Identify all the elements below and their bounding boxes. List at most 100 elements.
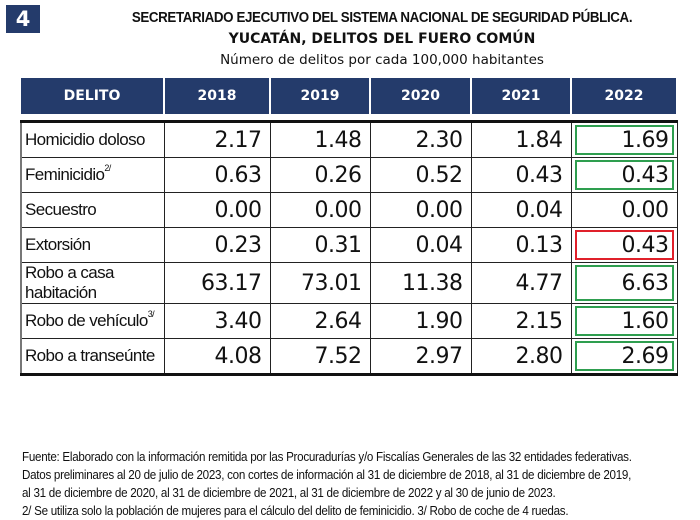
value-cell-2020: 2.97 (369, 338, 472, 376)
rate-value: 6.63 (621, 270, 669, 296)
footnote-marker: 3/ (147, 309, 155, 319)
value-cell-2019: 73.01 (269, 262, 371, 304)
rate-value: 4.08 (214, 343, 262, 369)
value-cell-2021: 2.80 (470, 338, 572, 376)
rate-value: 2.97 (415, 343, 463, 369)
rate-value: 2.30 (415, 127, 463, 153)
rate-value: 0.31 (314, 232, 362, 258)
value-cell-2019: 0.31 (269, 227, 371, 263)
value-cell-2022: 2.69 (570, 338, 678, 376)
column-header-2021: 2021 (470, 78, 572, 114)
value-cell-2019: 0.00 (269, 192, 371, 228)
page-title: SECRETARIADO EJECUTIVO DEL SISTEMA NACIO… (131, 10, 633, 26)
rate-value: 0.43 (621, 232, 669, 258)
rate-value: 0.23 (214, 232, 262, 258)
crime-name: Secuestro (25, 200, 97, 219)
crime-name-cell: Feminicidio2/ (20, 157, 165, 193)
value-cell-2021: 0.04 (470, 192, 572, 228)
rate-value: 0.00 (214, 197, 262, 223)
value-cell-2021: 1.84 (470, 121, 572, 158)
table-header-row: DELITO 2018 2019 2020 2021 2022 (21, 78, 678, 114)
rate-value: 1.84 (515, 127, 563, 153)
value-cell-2018: 63.17 (163, 262, 271, 304)
rate-value: 0.26 (314, 162, 362, 188)
rate-value: 0.00 (314, 197, 362, 223)
column-header-2020: 2020 (369, 78, 472, 114)
value-cell-2020: 1.90 (369, 303, 472, 339)
rate-value: 1.69 (621, 127, 669, 153)
table-row: Robo de vehículo3/3.40 2.64 1.90 2.15 1.60 (20, 303, 678, 339)
value-cell-2022: 0.43 (570, 157, 678, 193)
rate-value: 73.01 (301, 270, 362, 296)
value-cell-2020: 2.30 (369, 121, 472, 158)
value-cell-2019: 2.64 (269, 303, 371, 339)
table-row: Homicidio doloso 2.17 1.48 2.30 1.84 1.69 (20, 121, 678, 158)
crime-name-cell: Homicidio doloso (20, 121, 165, 158)
value-cell-2020: 0.00 (369, 192, 472, 228)
table-row: Robo a casa habitación 63.17 73.01 11.38 4.7… (20, 262, 678, 304)
column-header-delito: DELITO (21, 78, 165, 114)
rate-value: 0.04 (415, 232, 463, 258)
rate-value: 3.40 (214, 308, 262, 334)
footnotes: Fuente: Elaborado con la información rem… (22, 448, 645, 520)
table-row: Secuestro 0.00 0.00 0.00 0.04 0.00 (20, 192, 678, 228)
value-cell-2020: 0.04 (369, 227, 472, 263)
value-cell-2022: 1.69 (570, 121, 678, 158)
column-header-2022: 2022 (570, 78, 678, 114)
rate-value: 0.13 (515, 232, 563, 258)
rate-value: 1.60 (621, 308, 669, 334)
value-cell-2022: 0.00 (570, 192, 678, 228)
value-cell-2021: 0.13 (470, 227, 572, 263)
crime-rate-table: DELITO 2018 2019 2020 2021 2022 Homicidi… (20, 78, 678, 376)
rate-value: 2.17 (214, 127, 262, 153)
column-header-2018: 2018 (163, 78, 271, 114)
rate-value: 2.80 (515, 343, 563, 369)
table-row: Extorsión 0.23 0.31 0.04 0.13 0.43 (20, 227, 678, 263)
value-cell-2018: 3.40 (163, 303, 271, 339)
value-cell-2022: 6.63 (570, 262, 678, 304)
crime-name: Robo a casa habitación (25, 263, 114, 302)
value-cell-2018: 2.17 (163, 121, 271, 158)
header-separator (21, 114, 677, 123)
value-cell-2019: 0.26 (269, 157, 371, 193)
crime-name-cell: Robo a casa habitación (20, 262, 165, 304)
page-unit-caption: Número de delitos por cada 100,000 habit… (220, 52, 544, 68)
value-cell-2021: 0.43 (470, 157, 572, 193)
rate-value: 0.52 (415, 162, 463, 188)
rate-value: 2.69 (621, 343, 669, 369)
rate-value: 7.52 (314, 343, 362, 369)
value-cell-2018: 4.08 (163, 338, 271, 376)
footnote-notes: 2/ Se utiliza solo la población de mujer… (22, 504, 569, 518)
table-row: Feminicidio2/0.63 0.26 0.52 0.43 0.43 (20, 157, 678, 193)
rate-value: 0.43 (621, 162, 669, 188)
crime-name: Robo de vehículo (25, 311, 148, 330)
rate-value: 2.15 (515, 308, 563, 334)
value-cell-2020: 0.52 (369, 157, 472, 193)
rate-value: 0.63 (214, 162, 262, 188)
value-cell-2022: 0.43 (570, 227, 678, 263)
value-cell-2019: 1.48 (269, 121, 371, 158)
rate-value: 1.48 (314, 127, 362, 153)
crime-name: Homicidio doloso (25, 130, 145, 149)
footnote-dates-cont: al 31 de diciembre de 2020, al 31 de dic… (22, 486, 556, 500)
rate-value: 2.64 (314, 308, 362, 334)
value-cell-2020: 11.38 (369, 262, 472, 304)
table-row: Robo a transeúnte 4.08 7.52 2.97 2.80 2.69 (20, 338, 678, 376)
crime-name: Feminicidio (25, 165, 105, 184)
rate-value: 0.00 (621, 197, 669, 223)
separator-line (21, 114, 677, 123)
footnote-marker: 2/ (104, 163, 111, 173)
section-number-badge: 4 (6, 5, 40, 33)
crime-name: Extorsión (25, 235, 91, 254)
value-cell-2021: 2.15 (470, 303, 572, 339)
rate-value: 63.17 (201, 270, 262, 296)
value-cell-2018: 0.00 (163, 192, 271, 228)
value-cell-2021: 4.77 (470, 262, 572, 304)
crime-name-cell: Extorsión (20, 227, 165, 263)
page-subtitle: YUCATÁN, DELITOS DEL FUERO COMÚN (228, 31, 536, 47)
footnote-dates: Datos preliminares al 20 de julio de 202… (22, 468, 632, 482)
crime-name-cell: Robo a transeúnte (20, 338, 165, 376)
value-cell-2018: 0.63 (163, 157, 271, 193)
crime-name-cell: Secuestro (20, 192, 165, 228)
rate-value: 11.38 (402, 270, 463, 296)
